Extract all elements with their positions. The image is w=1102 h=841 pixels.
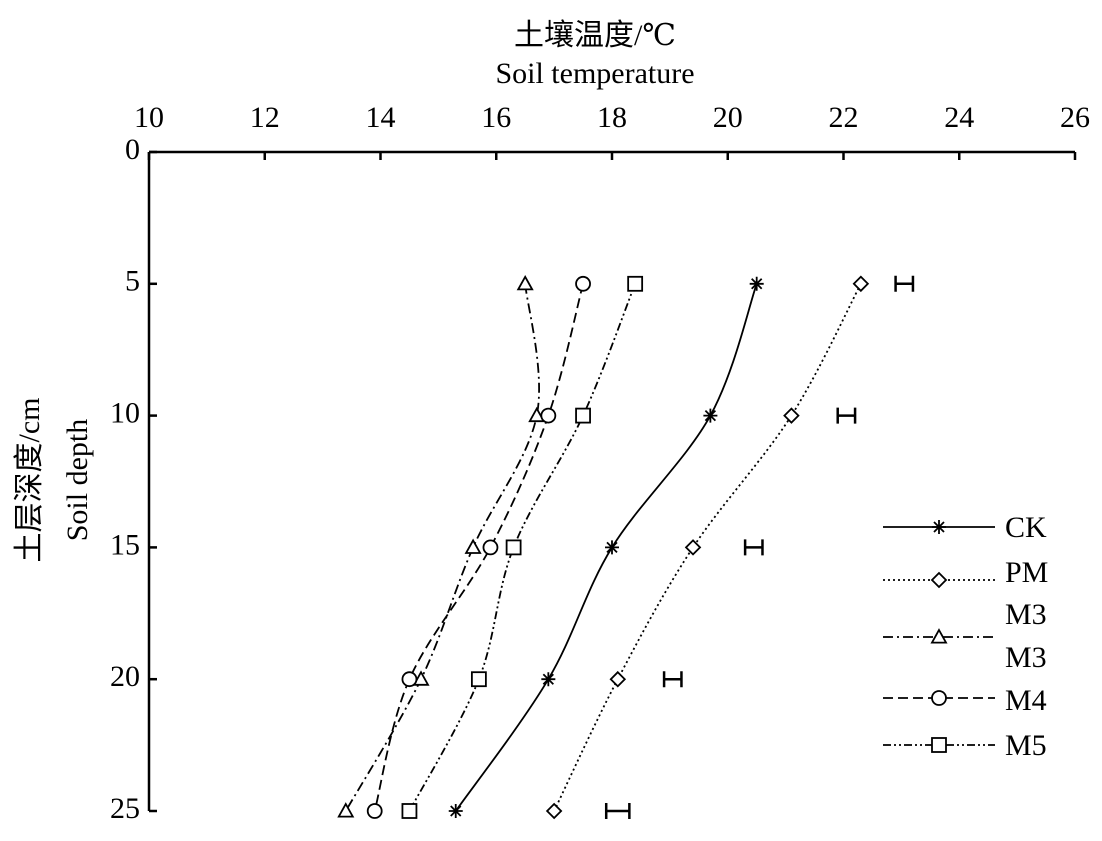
marker <box>541 672 556 687</box>
error-bar <box>604 803 631 819</box>
marker <box>931 737 947 753</box>
x-tick-label: 26 <box>1060 101 1090 134</box>
marker <box>609 670 627 688</box>
x-tick-label: 20 <box>713 101 743 134</box>
marker <box>575 275 591 292</box>
marker <box>545 802 563 820</box>
marker <box>505 539 522 556</box>
x-tick-label: 12 <box>250 101 280 134</box>
marker <box>528 406 546 423</box>
y-tick-label: 5 <box>125 265 140 298</box>
series-line <box>373 283 584 812</box>
marker <box>605 540 619 555</box>
y-tick-label: 15 <box>110 528 140 561</box>
marker <box>401 671 418 688</box>
y-axis-label-en: Soil depth <box>61 419 94 542</box>
legend-label: M3 <box>1005 641 1047 674</box>
y-axis-label: 土层深度/cm <box>13 398 46 563</box>
marker <box>540 407 557 424</box>
marker <box>516 274 534 291</box>
y-tick-label: 0 <box>125 133 140 166</box>
marker <box>412 670 430 686</box>
marker <box>482 539 499 556</box>
series-line <box>553 283 862 812</box>
error-bar <box>836 407 857 424</box>
error-bar <box>743 539 764 556</box>
marker <box>930 628 948 644</box>
marker <box>448 804 463 818</box>
marker <box>931 690 947 706</box>
marker <box>627 275 644 292</box>
x-tick-label: 10 <box>134 101 164 134</box>
x-tick-label: 18 <box>597 101 627 134</box>
legend-label: M4 <box>1005 684 1047 717</box>
marker <box>684 539 702 556</box>
marker <box>337 802 355 818</box>
marker <box>366 803 383 819</box>
marker <box>930 571 948 589</box>
marker <box>749 276 764 291</box>
marker <box>703 408 718 423</box>
marker <box>401 803 418 819</box>
marker <box>783 407 800 424</box>
error-bar <box>894 275 915 292</box>
chart-title: 土壤温度/℃ <box>514 19 676 52</box>
y-tick-label: 20 <box>110 660 140 693</box>
x-tick-label: 24 <box>944 101 974 134</box>
y-tick-label: 25 <box>110 792 140 825</box>
series-line <box>408 283 636 812</box>
legend-label: PM <box>1005 556 1048 589</box>
error-bar <box>662 671 683 688</box>
y-tick-label: 10 <box>110 396 140 429</box>
legend-label: CK <box>1005 511 1047 544</box>
legend-label: M5 <box>1005 729 1047 762</box>
marker <box>470 671 487 688</box>
x-tick-label: 22 <box>829 101 859 134</box>
x-tick-label: 14 <box>366 101 396 134</box>
marker <box>575 407 591 424</box>
x-tick-label: 16 <box>481 101 511 134</box>
chart-subtitle: Soil temperature <box>495 57 694 90</box>
legend-label: M3 <box>1005 598 1047 631</box>
marker <box>464 538 482 554</box>
marker <box>852 275 870 293</box>
marker <box>932 520 946 534</box>
